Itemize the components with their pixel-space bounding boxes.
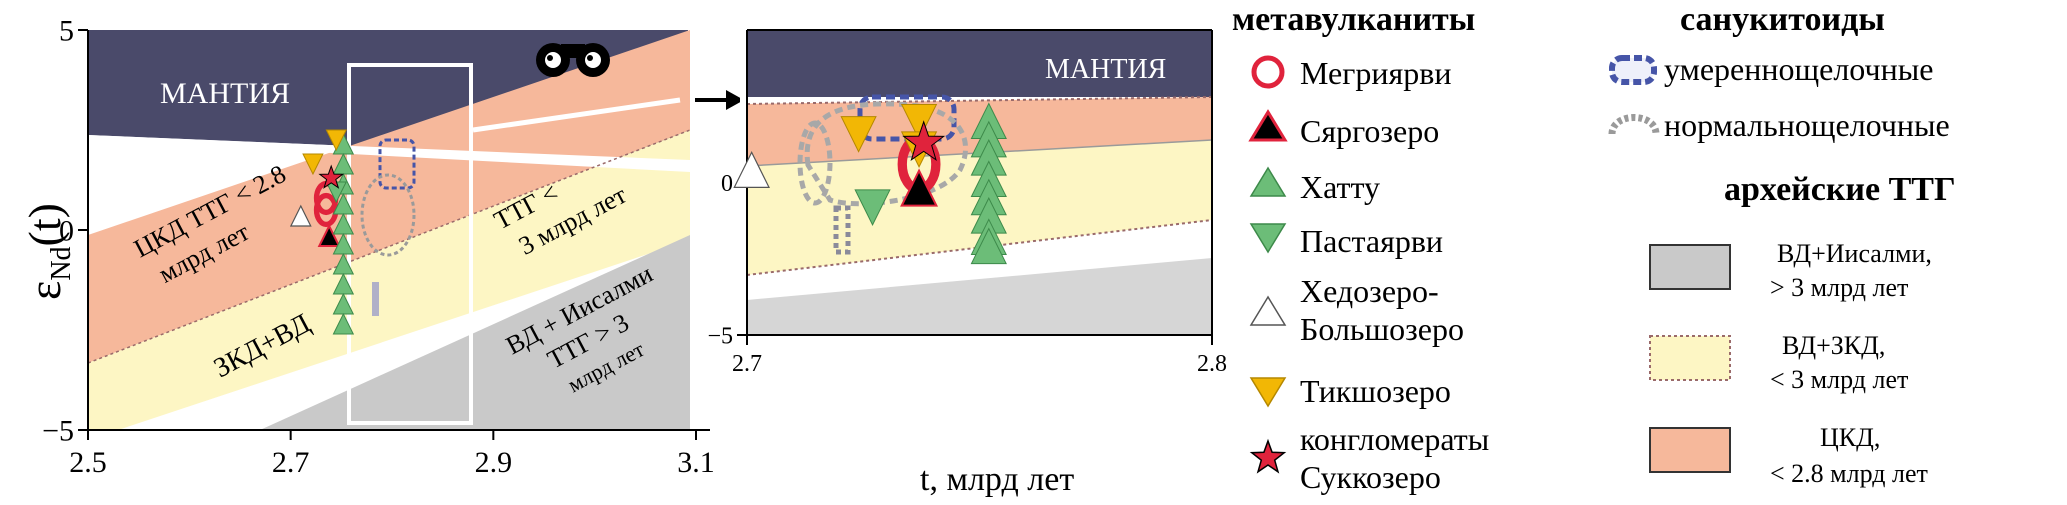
legend: метавулканиты Мегриярви Сяргозеро Хатту … (1232, 1, 1956, 495)
inset-mantle-region (747, 30, 1212, 97)
x-axis-label: t, млрд лет (920, 461, 1074, 498)
legend-item-label-line1: конгломераты (1300, 421, 1489, 457)
legend-sanukitoid-label: нормальнощелочные (1664, 107, 1950, 143)
gray-dashed-oval-icon (1608, 114, 1660, 135)
red-circle-icon (1251, 55, 1285, 89)
data-point (733, 150, 770, 188)
normal-alkaline-sanukitoid-bar (372, 282, 379, 316)
moderate-alkaline-sanukitoid-envelope (378, 138, 416, 190)
inset-normal-alkaline-envelope-2 (797, 120, 833, 206)
data-point (302, 153, 324, 176)
x-tick-label: 2.5 (69, 446, 107, 479)
data-point (854, 189, 891, 226)
mantle-label: МАНТИЯ (160, 77, 290, 110)
black-triangle-icon (1248, 109, 1288, 142)
legend-item-label-line2: Большозеро (1300, 311, 1464, 347)
white-band (88, 135, 690, 172)
data-point (970, 227, 1007, 265)
data-point (902, 120, 946, 162)
legend-ttg-line1: ЦКД, (1820, 423, 1880, 452)
legend-ttg-title: архейские ТТГ (1724, 171, 1956, 208)
legend-sanukitoids-title: санукитоиды (1680, 1, 1885, 38)
x-tick-label: 2.8 (1197, 351, 1227, 377)
data-point (900, 168, 939, 207)
blue-dashed-oval-icon (1609, 55, 1657, 85)
x-tick-label: 3.1 (677, 446, 715, 479)
y-tick-label: −5 (707, 323, 733, 349)
legend-item-label: Мегриярви (1300, 55, 1451, 91)
y-tick-label: 5 (59, 15, 74, 48)
legend-item-label-line2: Суккозеро (1300, 459, 1441, 495)
y-tick-label: 0 (721, 171, 733, 197)
legend-ttg-line1: ВД+ЗКД, (1782, 331, 1885, 360)
data-point (325, 129, 347, 152)
x-tick-label: 2.9 (475, 446, 513, 479)
zoom-connector-line (472, 97, 681, 133)
data-point (318, 164, 345, 189)
legend-ttg-line2: < 3 млрд лет (1770, 365, 1908, 394)
legend-item-label: Хатту (1300, 169, 1380, 205)
data-point (289, 204, 312, 227)
y-tick-label: 0 (59, 215, 74, 248)
inset-mantle-label: МАНТИЯ (1045, 54, 1166, 85)
inset-chart: МАНТИЯ 2.7 2.8 0 −5 (707, 28, 1227, 398)
legend-item-label: Сяргозеро (1300, 113, 1439, 149)
ckd-ttg-region (88, 30, 690, 363)
binoculars-icon (536, 43, 610, 77)
legend-ttg-line2: > 3 млрд лет (1770, 273, 1908, 302)
data-point (840, 116, 877, 153)
old-ttg-region (260, 235, 690, 430)
x-tick-label: 2.7 (732, 351, 762, 377)
legend-item-label: Тикшозеро (1300, 373, 1451, 409)
legend-sanukitoid-label: умереннощелочные (1664, 51, 1933, 87)
yellow-box-icon (1649, 335, 1731, 381)
ttg-yellow-region (88, 130, 690, 430)
inset-normal-alkaline-envelope (804, 101, 968, 207)
red-star-icon (1249, 438, 1287, 474)
arrow-right-icon (695, 90, 744, 110)
inset-old-ttg-region (747, 258, 1212, 335)
green-triangle-down-icon (1249, 223, 1287, 254)
y-tick-label: −5 (42, 415, 74, 448)
green-triangle-up-icon (1249, 166, 1287, 197)
yellow-triangle-down-icon (1249, 377, 1287, 408)
zoom-frame (347, 63, 473, 425)
legend-ttg-line2: < 2.8 млрд лет (1770, 459, 1928, 488)
data-point (332, 312, 355, 335)
data-point (317, 223, 341, 247)
salmon-box-icon (1649, 427, 1731, 473)
data-point (900, 103, 938, 141)
white-triangle-icon (1249, 295, 1287, 326)
legend-item-label: Пастаярви (1300, 223, 1443, 259)
legend-ttg-line1: ВД+Иисалми, (1777, 239, 1932, 268)
y-axis-label: εNd(t) (19, 203, 77, 300)
gray-box-icon (1649, 244, 1731, 290)
legend-item-label-line1: Хедозеро- (1300, 273, 1439, 309)
x-tick-label: 2.7 (272, 446, 310, 479)
inset-normal-alkaline-bar (833, 205, 851, 255)
normal-alkaline-sanukitoid-envelope (360, 173, 416, 257)
legend-metavolcanites-title: метавулканиты (1232, 1, 1475, 38)
